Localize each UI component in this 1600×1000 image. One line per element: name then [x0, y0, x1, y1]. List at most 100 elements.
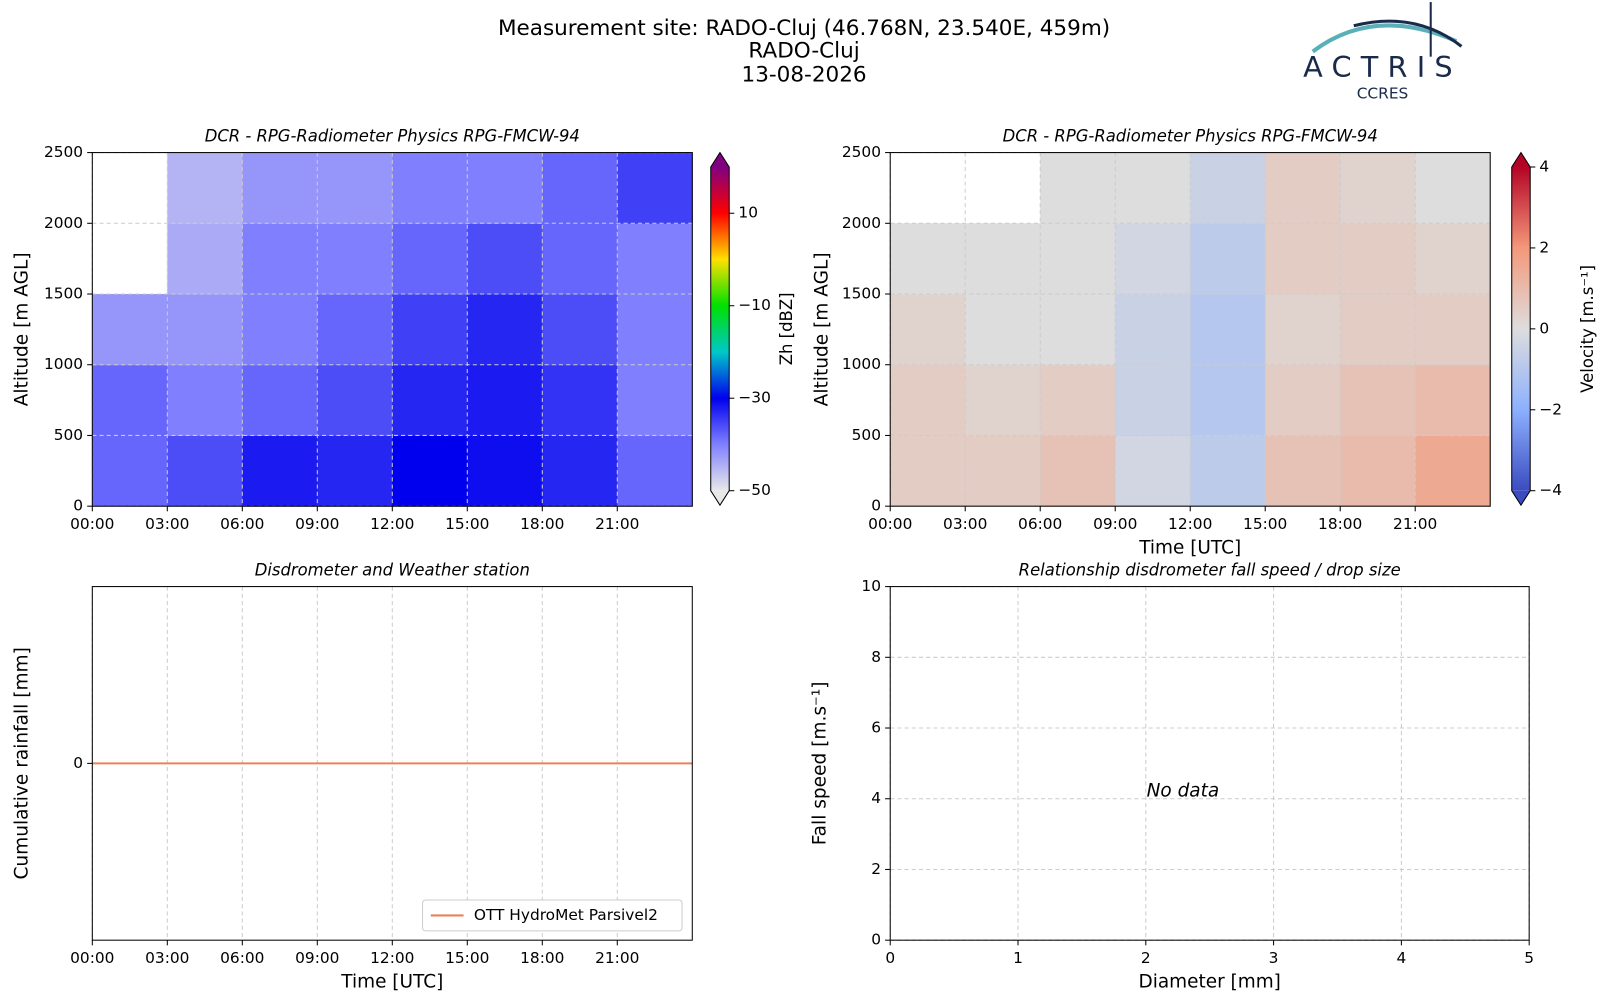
heatmap-cell: [1415, 152, 1491, 224]
heatmap-cell: [317, 294, 393, 366]
y-tick-label: 1500: [842, 284, 881, 302]
y-tick-label: 6: [871, 718, 881, 736]
heatmap-cell: [965, 294, 1041, 366]
heatmap-cell: [890, 435, 966, 507]
colorbar-tick-label: 0: [1539, 319, 1549, 337]
heatmap-cell: [1265, 435, 1341, 507]
heatmap-cell: [965, 435, 1041, 507]
y-tick-label: 2500: [44, 143, 83, 161]
x-tick-label: 03:00: [145, 949, 189, 967]
heatmap-cell: [467, 223, 543, 295]
heatmap-cell: [890, 294, 966, 366]
panel-title: DCR - RPG-Radiometer Physics RPG-FMCW-94: [1003, 127, 1378, 146]
panel-title: Relationship disdrometer fall speed / dr…: [1019, 561, 1401, 580]
panel-title: DCR - RPG-Radiometer Physics RPG-FMCW-94: [205, 127, 580, 146]
logo: ACTRIS CCRES: [1303, 2, 1463, 102]
y-tick-label: 2000: [44, 214, 83, 232]
heatmap-cell: [242, 364, 318, 436]
x-tick-label: 15:00: [1243, 515, 1287, 533]
y-tick-label: 4: [871, 789, 881, 807]
y-axis-label: Altitude [m AGL]: [12, 252, 33, 406]
heatmap-cell: [1340, 435, 1416, 507]
x-tick-label: 15:00: [445, 949, 489, 967]
colorbar-tick-label: −2: [1539, 400, 1562, 418]
y-tick-label: 2: [871, 860, 881, 878]
heatmap-cell: [317, 152, 393, 224]
x-tick-label: 06:00: [1018, 515, 1062, 533]
x-tick-label: 21:00: [1393, 515, 1437, 533]
heatmap-cell: [1340, 364, 1416, 436]
heatmap-cell: [317, 435, 393, 507]
x-axis-label: Time [UTC]: [340, 971, 443, 992]
x-tick-label: 00:00: [868, 515, 912, 533]
y-tick-label: 8: [871, 648, 881, 666]
panel-title: Disdrometer and Weather station: [255, 561, 530, 580]
y-tick-label: 1000: [842, 355, 881, 373]
y-tick-label: 2500: [842, 143, 881, 161]
heatmap-cell: [167, 435, 243, 507]
x-tick-label: 09:00: [295, 949, 339, 967]
y-tick-label: 0: [73, 754, 83, 772]
heatmap-cell: [1415, 223, 1491, 295]
x-tick-label: 21:00: [595, 515, 639, 533]
y-tick-label: 2000: [842, 214, 881, 232]
heatmap-cell: [1040, 435, 1116, 507]
heatmap-cell: [92, 294, 168, 366]
heatmap-cell: [1340, 152, 1416, 224]
x-tick-label: 2: [1141, 949, 1151, 967]
heatmap-cell: [1115, 364, 1191, 436]
heatmap-cell: [1265, 294, 1341, 366]
heatmap-cell: [1040, 152, 1116, 224]
x-tick-label: 12:00: [1168, 515, 1212, 533]
heatmap-cell: [1265, 223, 1341, 295]
axes-frame: [91, 152, 693, 507]
colorbar-tick-label: 4: [1539, 157, 1549, 175]
x-tick-label: 1: [1013, 949, 1023, 967]
heatmap-cell: [890, 364, 966, 436]
heatmap-cell: [1115, 435, 1191, 507]
heatmap-cell: [167, 294, 243, 366]
y-tick-label: 500: [54, 426, 83, 444]
x-tick-label: 09:00: [1093, 515, 1137, 533]
x-tick-label: 12:00: [370, 949, 414, 967]
y-axis-label: Fall speed [m.s⁻¹]: [810, 681, 831, 845]
heatmap-cell: [92, 435, 168, 507]
heatmap-cell: [1115, 294, 1191, 366]
heatmap-cell: [467, 294, 543, 366]
x-axis-label: Time [UTC]: [1138, 537, 1241, 558]
y-tick-label: 0: [73, 497, 83, 515]
heatmap-cell: [167, 364, 243, 436]
x-tick-label: 12:00: [370, 515, 414, 533]
heatmap-cell: [1190, 223, 1266, 295]
header-line: 13-08-2026: [742, 62, 867, 87]
heatmap-cell: [1040, 364, 1116, 436]
heatmap-cell: [617, 294, 693, 366]
header-line: Measurement site: RADO-Cluj (46.768N, 23…: [498, 16, 1110, 41]
x-tick-label: 09:00: [295, 515, 339, 533]
heatmap-cell: [1265, 152, 1341, 224]
heatmap-cell: [542, 364, 618, 436]
heatmap-cell: [392, 364, 468, 436]
heatmap-cell: [1340, 294, 1416, 366]
y-axis-label: Altitude [m AGL]: [812, 252, 833, 406]
logo-arc: [1311, 23, 1458, 54]
x-axis-label: Diameter [mm]: [1139, 971, 1281, 992]
heatmap-cell: [965, 364, 1041, 436]
heatmap-cell: [242, 435, 318, 507]
x-tick-label: 4: [1396, 949, 1406, 967]
heatmap-cell: [617, 364, 693, 436]
y-axis-label: Cumulative rainfall [mm]: [12, 647, 33, 879]
y-tick-label: 0: [871, 497, 881, 515]
heatmap-cell: [1115, 152, 1191, 224]
colorbar-tick-label: −30: [738, 389, 770, 407]
x-tick-label: 00:00: [70, 515, 114, 533]
logo-sub: CCRES: [1357, 84, 1409, 102]
heatmap-cell: [467, 364, 543, 436]
heatmap-cell: [242, 152, 318, 224]
heatmap-cell: [467, 435, 543, 507]
y-tick-label: 1500: [44, 284, 83, 302]
x-tick-label: 21:00: [595, 949, 639, 967]
legend-box: [422, 899, 683, 932]
